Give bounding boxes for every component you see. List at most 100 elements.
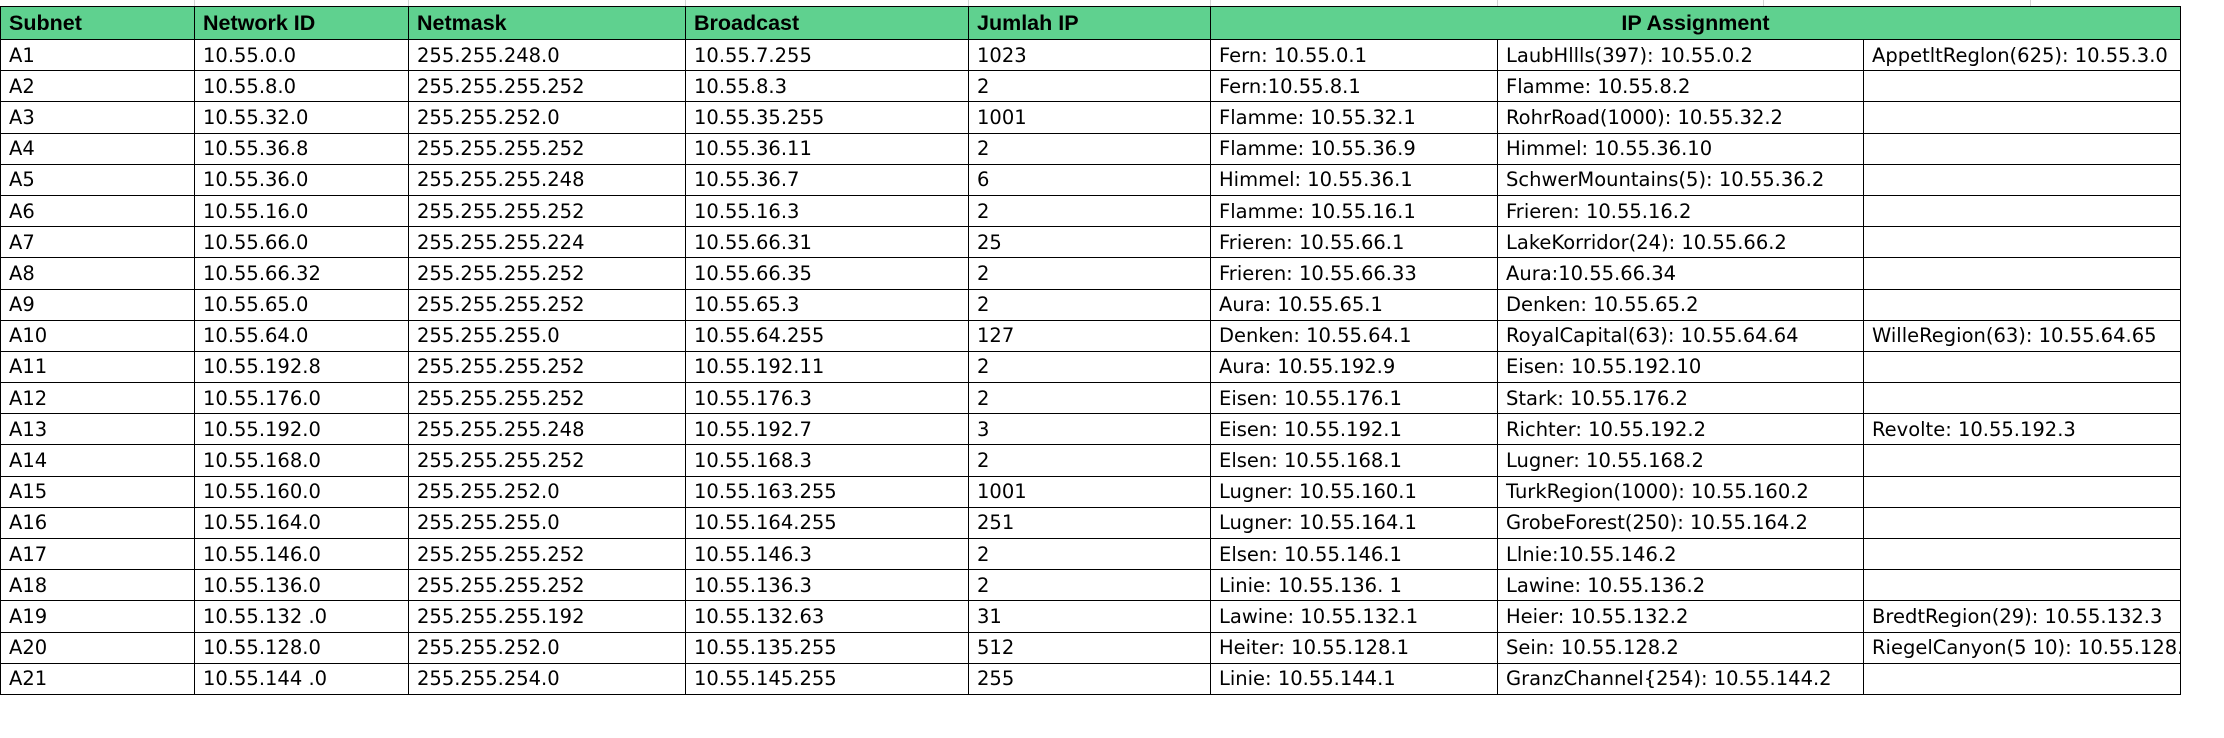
cell-jumlah-ip[interactable]: 255: [968, 662, 1211, 695]
cell-ip-assignment-3[interactable]: RiegelCanyon(5 10): 10.55.128.3: [1863, 631, 2181, 664]
cell-network-id[interactable]: 10.55.164.0: [194, 506, 409, 540]
cell-network-id[interactable]: 10.55.16.0: [194, 194, 409, 228]
cell-ip-assignment-1[interactable]: Eisen: 10.55.176.1: [1210, 382, 1498, 415]
cell-subnet[interactable]: A12: [0, 382, 195, 415]
cell-jumlah-ip[interactable]: 1023: [968, 38, 1211, 72]
cell-ip-assignment-3[interactable]: [1863, 350, 2181, 384]
cell-ip-assignment-1[interactable]: Flamme: 10.55.36.9: [1210, 132, 1498, 165]
cell-ip-assignment-3[interactable]: [1863, 537, 2181, 571]
cell-ip-assignment-2[interactable]: LakeKorridor(24): 10.55.66.2: [1497, 226, 1864, 259]
cell-ip-assignment-3[interactable]: [1863, 70, 2181, 103]
cell-subnet[interactable]: A10: [0, 319, 195, 352]
cell-ip-assignment-1[interactable]: Lawine: 10.55.132.1: [1210, 600, 1498, 633]
cell-ip-assignment-1[interactable]: Himmel: 10.55.36.1: [1210, 163, 1498, 196]
header-subnet[interactable]: Subnet: [0, 6, 195, 40]
cell-jumlah-ip[interactable]: 512: [968, 631, 1211, 664]
cell-broadcast[interactable]: 10.55.163.255: [685, 475, 969, 508]
cell-subnet[interactable]: A3: [0, 101, 195, 134]
cell-broadcast[interactable]: 10.55.146.3: [685, 537, 969, 571]
cell-network-id[interactable]: 10.55.64.0: [194, 319, 409, 352]
cell-ip-assignment-2[interactable]: Frieren: 10.55.16.2: [1497, 194, 1864, 228]
cell-netmask[interactable]: 255.255.248.0: [408, 38, 686, 72]
cell-network-id[interactable]: 10.55.66.0: [194, 226, 409, 259]
cell-jumlah-ip[interactable]: 31: [968, 600, 1211, 633]
cell-ip-assignment-3[interactable]: WilleRegion(63): 10.55.64.65: [1863, 319, 2181, 352]
cell-broadcast[interactable]: 10.55.66.31: [685, 226, 969, 259]
cell-subnet[interactable]: A11: [0, 350, 195, 384]
cell-ip-assignment-2[interactable]: Heier: 10.55.132.2: [1497, 600, 1864, 633]
cell-ip-assignment-3[interactable]: Revolte: 10.55.192.3: [1863, 413, 2181, 446]
cell-ip-assignment-3[interactable]: [1863, 226, 2181, 259]
cell-network-id[interactable]: 10.55.128.0: [194, 631, 409, 664]
cell-ip-assignment-2[interactable]: Denken: 10.55.65.2: [1497, 288, 1864, 321]
cell-ip-assignment-3[interactable]: [1863, 194, 2181, 228]
cell-broadcast[interactable]: 10.55.7.255: [685, 38, 969, 72]
header-broadcast[interactable]: Broadcast: [685, 6, 969, 40]
cell-ip-assignment-3[interactable]: AppetltReglon(625): 10.55.3.0: [1863, 38, 2181, 72]
cell-subnet[interactable]: A6: [0, 194, 195, 228]
cell-subnet[interactable]: A17: [0, 537, 195, 571]
cell-ip-assignment-2[interactable]: Himmel: 10.55.36.10: [1497, 132, 1864, 165]
cell-ip-assignment-2[interactable]: Aura:10.55.66.34: [1497, 257, 1864, 290]
cell-subnet[interactable]: A1: [0, 38, 195, 72]
cell-netmask[interactable]: 255.255.252.0: [408, 101, 686, 134]
cell-jumlah-ip[interactable]: 2: [968, 444, 1211, 477]
cell-ip-assignment-2[interactable]: Sein: 10.55.128.2: [1497, 631, 1864, 664]
cell-network-id[interactable]: 10.55.192.8: [194, 350, 409, 384]
cell-broadcast[interactable]: 10.55.164.255: [685, 506, 969, 540]
cell-subnet[interactable]: A4: [0, 132, 195, 165]
cell-netmask[interactable]: 255.255.255.252: [408, 288, 686, 321]
cell-netmask[interactable]: 255.255.255.248: [408, 163, 686, 196]
cell-ip-assignment-2[interactable]: TurkRegion(1000): 10.55.160.2: [1497, 475, 1864, 508]
cell-network-id[interactable]: 10.55.192.0: [194, 413, 409, 446]
cell-subnet[interactable]: A2: [0, 70, 195, 103]
cell-network-id[interactable]: 10.55.136.0: [194, 569, 409, 602]
cell-jumlah-ip[interactable]: 2: [968, 569, 1211, 602]
cell-ip-assignment-1[interactable]: Frieren: 10.55.66.1: [1210, 226, 1498, 259]
header-jumlah-ip[interactable]: Jumlah IP: [968, 6, 1211, 40]
cell-subnet[interactable]: A8: [0, 257, 195, 290]
cell-ip-assignment-3[interactable]: [1863, 569, 2181, 602]
cell-jumlah-ip[interactable]: 2: [968, 537, 1211, 571]
cell-netmask[interactable]: 255.255.255.248: [408, 413, 686, 446]
cell-jumlah-ip[interactable]: 2: [968, 350, 1211, 384]
cell-broadcast[interactable]: 10.55.36.11: [685, 132, 969, 165]
cell-netmask[interactable]: 255.255.255.252: [408, 257, 686, 290]
cell-netmask[interactable]: 255.255.255.192: [408, 600, 686, 633]
cell-ip-assignment-2[interactable]: Eisen: 10.55.192.10: [1497, 350, 1864, 384]
cell-broadcast[interactable]: 10.55.192.11: [685, 350, 969, 384]
cell-subnet[interactable]: A15: [0, 475, 195, 508]
cell-ip-assignment-2[interactable]: SchwerMountains(5): 10.55.36.2: [1497, 163, 1864, 196]
cell-netmask[interactable]: 255.255.255.252: [408, 382, 686, 415]
cell-netmask[interactable]: 255.255.255.0: [408, 506, 686, 540]
cell-jumlah-ip[interactable]: 251: [968, 506, 1211, 540]
cell-ip-assignment-2[interactable]: RoyalCapital(63): 10.55.64.64: [1497, 319, 1864, 352]
cell-ip-assignment-2[interactable]: Llnie:10.55.146.2: [1497, 537, 1864, 571]
cell-network-id[interactable]: 10.55.32.0: [194, 101, 409, 134]
header-netmask[interactable]: Netmask: [408, 6, 686, 40]
cell-netmask[interactable]: 255.255.255.252: [408, 444, 686, 477]
cell-ip-assignment-1[interactable]: Linie: 10.55.136. 1: [1210, 569, 1498, 602]
cell-network-id[interactable]: 10.55.66.32: [194, 257, 409, 290]
cell-ip-assignment-2[interactable]: Richter: 10.55.192.2: [1497, 413, 1864, 446]
cell-jumlah-ip[interactable]: 127: [968, 319, 1211, 352]
cell-ip-assignment-2[interactable]: RohrRoad(1000): 10.55.32.2: [1497, 101, 1864, 134]
cell-network-id[interactable]: 10.55.65.0: [194, 288, 409, 321]
cell-network-id[interactable]: 10.55.132 .0: [194, 600, 409, 633]
cell-broadcast[interactable]: 10.55.136.3: [685, 569, 969, 602]
cell-ip-assignment-1[interactable]: Linie: 10.55.144.1: [1210, 662, 1498, 695]
cell-ip-assignment-1[interactable]: Eisen: 10.55.192.1: [1210, 413, 1498, 446]
cell-ip-assignment-3[interactable]: [1863, 288, 2181, 321]
cell-ip-assignment-3[interactable]: [1863, 444, 2181, 477]
cell-network-id[interactable]: 10.55.146.0: [194, 537, 409, 571]
cell-ip-assignment-3[interactable]: [1863, 132, 2181, 165]
cell-broadcast[interactable]: 10.55.168.3: [685, 444, 969, 477]
cell-jumlah-ip[interactable]: 2: [968, 382, 1211, 415]
cell-ip-assignment-2[interactable]: GranzChannel{254): 10.55.144.2: [1497, 662, 1864, 695]
cell-ip-assignment-3[interactable]: BredtRegion(29): 10.55.132.3: [1863, 600, 2181, 633]
cell-ip-assignment-3[interactable]: [1863, 506, 2181, 540]
cell-ip-assignment-1[interactable]: Aura: 10.55.192.9: [1210, 350, 1498, 384]
cell-network-id[interactable]: 10.55.176.0: [194, 382, 409, 415]
cell-ip-assignment-3[interactable]: [1863, 101, 2181, 134]
cell-netmask[interactable]: 255.255.255.0: [408, 319, 686, 352]
